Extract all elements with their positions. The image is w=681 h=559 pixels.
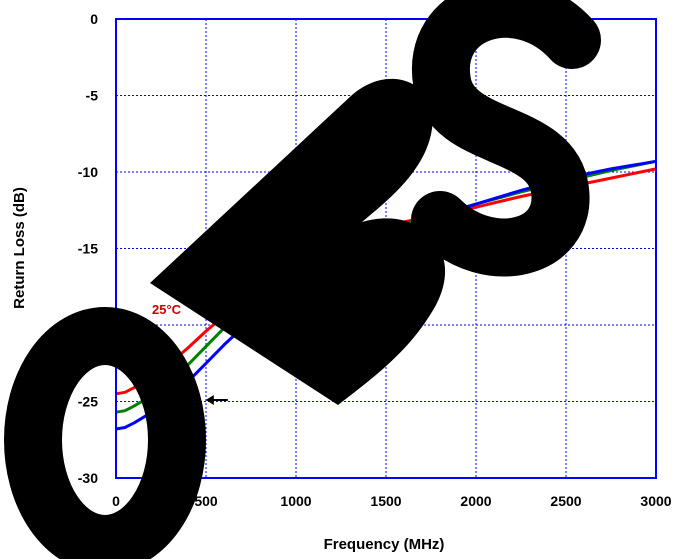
x-tick-label-0: 0 <box>112 493 120 509</box>
watermark-letter-s <box>411 0 601 277</box>
obs-watermark <box>4 0 601 559</box>
y-tick-label--30: -30 <box>78 470 98 486</box>
watermark-letter-b <box>150 78 446 405</box>
y-tick-label--5: -5 <box>86 88 99 104</box>
temperature-label: 25°C <box>152 302 182 317</box>
x-tick-label-1500: 1500 <box>370 493 401 509</box>
plot-frame <box>115 18 657 479</box>
y-tick-label--25: -25 <box>78 394 98 410</box>
marker-head-2 <box>205 394 214 405</box>
x-tick-label-2500: 2500 <box>550 493 581 509</box>
y-tick-label-0: 0 <box>90 11 98 27</box>
watermark-letter-o <box>4 307 206 559</box>
x-tick-label-3000: 3000 <box>640 493 671 509</box>
y-axis-title: Return Loss (dB) <box>11 187 28 309</box>
x-axis-title: Frequency (MHz) <box>324 536 445 553</box>
y-tick-label--10: -10 <box>78 164 98 180</box>
x-tick-label-500: 500 <box>194 493 218 509</box>
x-tick-label-2000: 2000 <box>460 493 491 509</box>
x-tick-label-1000: 1000 <box>280 493 311 509</box>
tick-labels: 0 500 1000 1500 2000 2500 30000-5-10-15-20-25-… <box>78 11 672 509</box>
y-tick-label--15: -15 <box>78 241 98 257</box>
